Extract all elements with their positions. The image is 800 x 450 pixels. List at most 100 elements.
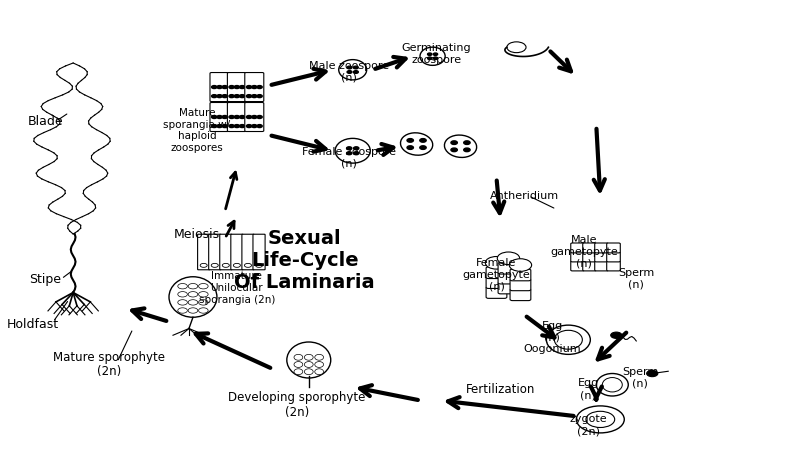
Ellipse shape bbox=[314, 355, 323, 360]
Circle shape bbox=[434, 57, 438, 59]
Text: Male
gametopyte
(n): Male gametopyte (n) bbox=[550, 235, 618, 269]
Circle shape bbox=[347, 66, 352, 69]
Text: Fertilization: Fertilization bbox=[466, 383, 535, 396]
Circle shape bbox=[246, 94, 252, 98]
FancyBboxPatch shape bbox=[594, 261, 608, 271]
FancyBboxPatch shape bbox=[510, 269, 531, 281]
Circle shape bbox=[239, 86, 245, 89]
Text: Meiosis: Meiosis bbox=[174, 228, 220, 240]
FancyBboxPatch shape bbox=[231, 234, 243, 270]
FancyBboxPatch shape bbox=[606, 252, 620, 262]
Circle shape bbox=[234, 86, 239, 89]
Circle shape bbox=[354, 147, 359, 150]
Ellipse shape bbox=[554, 330, 582, 349]
Circle shape bbox=[257, 86, 262, 89]
Circle shape bbox=[245, 263, 251, 267]
Circle shape bbox=[586, 411, 614, 428]
Circle shape bbox=[420, 139, 426, 142]
Circle shape bbox=[229, 94, 234, 98]
Circle shape bbox=[222, 94, 227, 98]
Circle shape bbox=[198, 308, 208, 313]
Ellipse shape bbox=[304, 369, 313, 374]
FancyBboxPatch shape bbox=[510, 289, 531, 301]
FancyBboxPatch shape bbox=[209, 234, 221, 270]
Circle shape bbox=[257, 94, 262, 98]
Ellipse shape bbox=[169, 277, 217, 317]
FancyBboxPatch shape bbox=[245, 103, 264, 131]
Circle shape bbox=[451, 148, 458, 152]
Circle shape bbox=[257, 116, 262, 118]
Circle shape bbox=[222, 125, 227, 127]
Text: Antheridium: Antheridium bbox=[490, 191, 559, 201]
FancyBboxPatch shape bbox=[510, 279, 531, 291]
Ellipse shape bbox=[602, 378, 622, 392]
FancyBboxPatch shape bbox=[486, 277, 507, 288]
Circle shape bbox=[178, 292, 187, 297]
Circle shape bbox=[239, 125, 245, 127]
Ellipse shape bbox=[304, 355, 313, 360]
FancyBboxPatch shape bbox=[582, 252, 596, 262]
Circle shape bbox=[407, 139, 414, 142]
FancyBboxPatch shape bbox=[210, 103, 229, 131]
Circle shape bbox=[346, 147, 352, 150]
FancyBboxPatch shape bbox=[220, 234, 232, 270]
Ellipse shape bbox=[304, 362, 313, 367]
Circle shape bbox=[198, 284, 208, 289]
Circle shape bbox=[222, 263, 230, 267]
Circle shape bbox=[239, 116, 245, 118]
Circle shape bbox=[222, 116, 227, 118]
Text: Egg
(n): Egg (n) bbox=[578, 378, 599, 400]
Circle shape bbox=[217, 86, 222, 89]
Text: zygote
(2n): zygote (2n) bbox=[570, 414, 607, 436]
Ellipse shape bbox=[314, 369, 323, 374]
Circle shape bbox=[246, 86, 252, 89]
Circle shape bbox=[229, 116, 234, 118]
Text: Sperm
(n): Sperm (n) bbox=[622, 367, 658, 389]
Circle shape bbox=[257, 125, 262, 127]
FancyBboxPatch shape bbox=[498, 272, 519, 284]
Text: Stipe: Stipe bbox=[29, 273, 61, 285]
Circle shape bbox=[211, 94, 217, 98]
FancyBboxPatch shape bbox=[570, 261, 584, 271]
Circle shape bbox=[434, 53, 438, 55]
FancyBboxPatch shape bbox=[570, 243, 584, 253]
Circle shape bbox=[252, 86, 257, 89]
Circle shape bbox=[246, 116, 252, 118]
FancyBboxPatch shape bbox=[486, 267, 507, 279]
Text: Egg
(n)
Oogonium: Egg (n) Oogonium bbox=[523, 321, 582, 354]
Ellipse shape bbox=[596, 374, 628, 396]
FancyBboxPatch shape bbox=[210, 72, 229, 102]
Circle shape bbox=[252, 116, 257, 118]
Text: Sexual
Life-Cycle
Of Laminaria: Sexual Life-Cycle Of Laminaria bbox=[234, 230, 375, 292]
Circle shape bbox=[239, 94, 245, 98]
FancyBboxPatch shape bbox=[606, 261, 620, 271]
Circle shape bbox=[347, 71, 352, 73]
Ellipse shape bbox=[338, 59, 366, 80]
FancyBboxPatch shape bbox=[498, 262, 519, 274]
Ellipse shape bbox=[294, 362, 302, 367]
FancyBboxPatch shape bbox=[198, 234, 210, 270]
Circle shape bbox=[217, 116, 222, 118]
Circle shape bbox=[234, 125, 239, 127]
Circle shape bbox=[252, 94, 257, 98]
Text: Immature
Unilocular
sporangia (2n): Immature Unilocular sporangia (2n) bbox=[198, 271, 275, 305]
Circle shape bbox=[420, 146, 426, 149]
Circle shape bbox=[255, 263, 262, 267]
Circle shape bbox=[407, 146, 414, 149]
Circle shape bbox=[252, 125, 257, 127]
Circle shape bbox=[188, 308, 198, 313]
Text: Female zoospore
(n): Female zoospore (n) bbox=[302, 147, 396, 168]
FancyBboxPatch shape bbox=[582, 261, 596, 271]
Text: Developing sporophyte
(2n): Developing sporophyte (2n) bbox=[228, 391, 366, 419]
Circle shape bbox=[200, 263, 207, 267]
Circle shape bbox=[498, 252, 520, 265]
Text: Mature sporophyte
(2n): Mature sporophyte (2n) bbox=[53, 351, 165, 378]
FancyBboxPatch shape bbox=[486, 287, 507, 298]
Circle shape bbox=[222, 86, 227, 89]
Circle shape bbox=[178, 300, 187, 305]
FancyBboxPatch shape bbox=[227, 72, 246, 102]
FancyBboxPatch shape bbox=[594, 243, 608, 253]
Circle shape bbox=[188, 300, 198, 305]
Circle shape bbox=[234, 263, 241, 267]
Ellipse shape bbox=[287, 342, 330, 378]
